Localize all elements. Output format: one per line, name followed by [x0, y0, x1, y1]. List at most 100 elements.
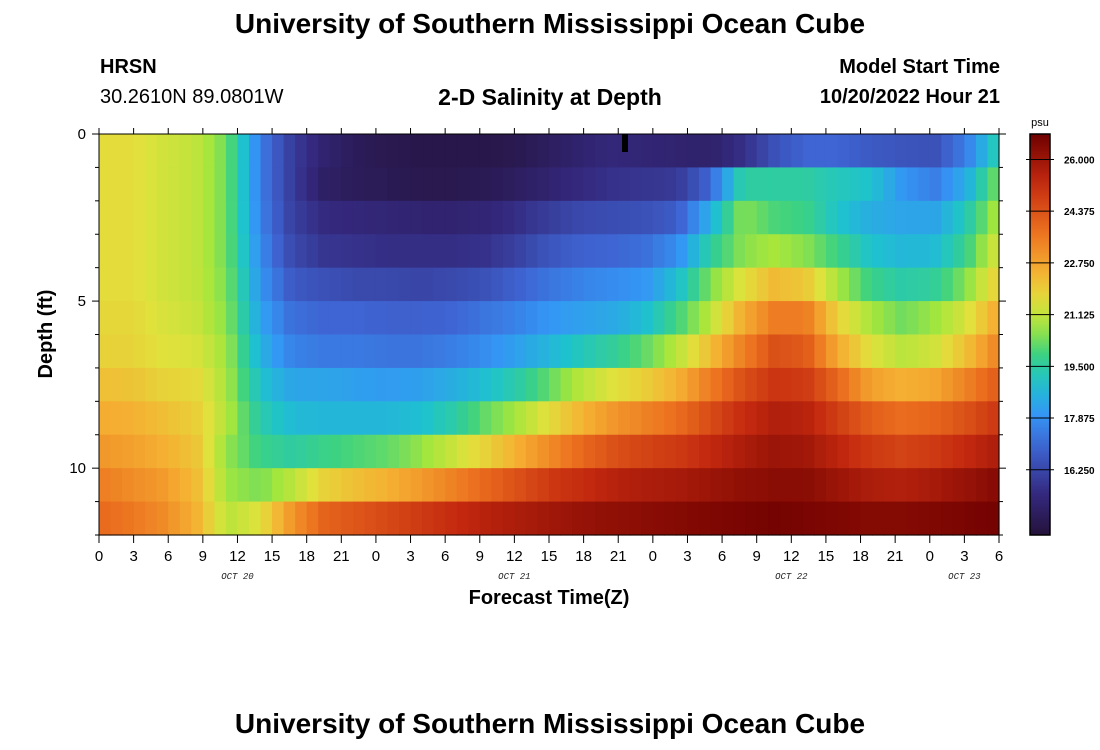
heatmap-cell [710, 434, 723, 469]
heatmap-cell [122, 401, 135, 436]
heatmap-cell [722, 167, 735, 202]
heatmap-cell [191, 434, 204, 469]
x-tick-label: 12 [506, 548, 523, 565]
heatmap-cell [606, 501, 619, 536]
heatmap-cell [514, 468, 527, 503]
heatmap-cell [249, 200, 262, 235]
heatmap-cell [745, 334, 758, 369]
heatmap-cell [941, 367, 954, 402]
heatmap-cell [191, 367, 204, 402]
heatmap-cell [756, 167, 769, 202]
heatmap-cell [779, 401, 792, 436]
x-tick-label: 6 [164, 548, 172, 565]
heatmap-cell [606, 134, 619, 169]
heatmap-cell [606, 468, 619, 503]
heatmap-cell [906, 200, 919, 235]
heatmap-cell [583, 234, 596, 269]
heatmap-cell [145, 267, 158, 302]
heatmap-cell [329, 501, 342, 536]
heatmap-cell [779, 267, 792, 302]
heatmap-cell [791, 367, 804, 402]
heatmap-cell [387, 334, 400, 369]
heatmap-cell [710, 200, 723, 235]
heatmap-cell [595, 234, 608, 269]
heatmap-cell [952, 434, 965, 469]
heatmap-cell [583, 434, 596, 469]
heatmap-cell [156, 134, 169, 169]
heatmap-cell [964, 501, 977, 536]
heatmap-cell [583, 200, 596, 235]
heatmap-cell [768, 134, 781, 169]
y-tick-label: 10 [69, 460, 86, 477]
heatmap-cell [825, 134, 839, 169]
heatmap-cell [618, 200, 631, 235]
heatmap-cell [260, 167, 273, 202]
heatmap-cell [883, 200, 896, 235]
heatmap-cell [260, 501, 273, 536]
heatmap-cell [156, 468, 169, 503]
heatmap-cell [445, 267, 458, 302]
heatmap-cell [941, 167, 954, 202]
heatmap-cell [675, 267, 689, 302]
heatmap-cell [410, 401, 423, 436]
heatmap-cell [525, 434, 539, 469]
heatmap-cell [675, 367, 689, 402]
heatmap-cell [399, 501, 412, 536]
heatmap-cell [975, 501, 989, 536]
heatmap-cell [572, 267, 585, 302]
heatmap-cell [641, 267, 654, 302]
heatmap-cell [145, 167, 158, 202]
heatmap-cell [237, 134, 250, 169]
heatmap-cell [456, 200, 469, 235]
heatmap-cell [964, 367, 977, 402]
heatmap-cell [514, 434, 527, 469]
heatmap-cell [802, 367, 815, 402]
heatmap-cell [387, 301, 400, 336]
heatmap-cell [341, 468, 354, 503]
heatmap-cell [595, 200, 608, 235]
heatmap-cell [583, 167, 596, 202]
heatmap-cell [537, 468, 550, 503]
heatmap-cell [722, 334, 735, 369]
heatmap-cell [525, 267, 539, 302]
heatmap-cell [745, 468, 758, 503]
heatmap-cell [802, 134, 815, 169]
heatmap-cell [156, 200, 169, 235]
heatmap-cell [260, 434, 273, 469]
heatmap-cell [687, 200, 700, 235]
heatmap-cell [341, 401, 354, 436]
heatmap-cell [583, 468, 596, 503]
heatmap-cell [733, 267, 746, 302]
heatmap-cell [133, 468, 146, 503]
heatmap-cell [802, 200, 815, 235]
heatmap-cell [756, 267, 769, 302]
heatmap-cell [341, 334, 354, 369]
heatmap-cell [664, 167, 677, 202]
heatmap-cell [756, 401, 769, 436]
heatmap-cell [433, 301, 446, 336]
heatmap-cell [710, 401, 723, 436]
x-tick-label: 18 [852, 548, 869, 565]
heatmap-cell [399, 401, 412, 436]
heatmap-cell [329, 468, 342, 503]
heatmap-cell [641, 200, 654, 235]
heatmap-cell [375, 367, 389, 402]
heatmap-cell [952, 234, 965, 269]
heatmap-cell [537, 501, 550, 536]
heatmap-cell [202, 401, 215, 436]
heatmap-cell [260, 468, 273, 503]
heatmap-cell [237, 301, 250, 336]
heatmap-cell [468, 134, 481, 169]
heatmap-cell [595, 134, 608, 169]
heatmap-cell [502, 401, 515, 436]
heatmap-cell [422, 501, 435, 536]
heatmap-cell [802, 234, 815, 269]
heatmap-cell [560, 234, 573, 269]
heatmap-cell [491, 301, 504, 336]
heatmap-cell [341, 234, 354, 269]
heatmap-cell [964, 234, 977, 269]
heatmap-cell [652, 468, 665, 503]
heatmap-cell [202, 134, 215, 169]
heatmap-cell [779, 434, 792, 469]
heatmap-cell [283, 267, 296, 302]
